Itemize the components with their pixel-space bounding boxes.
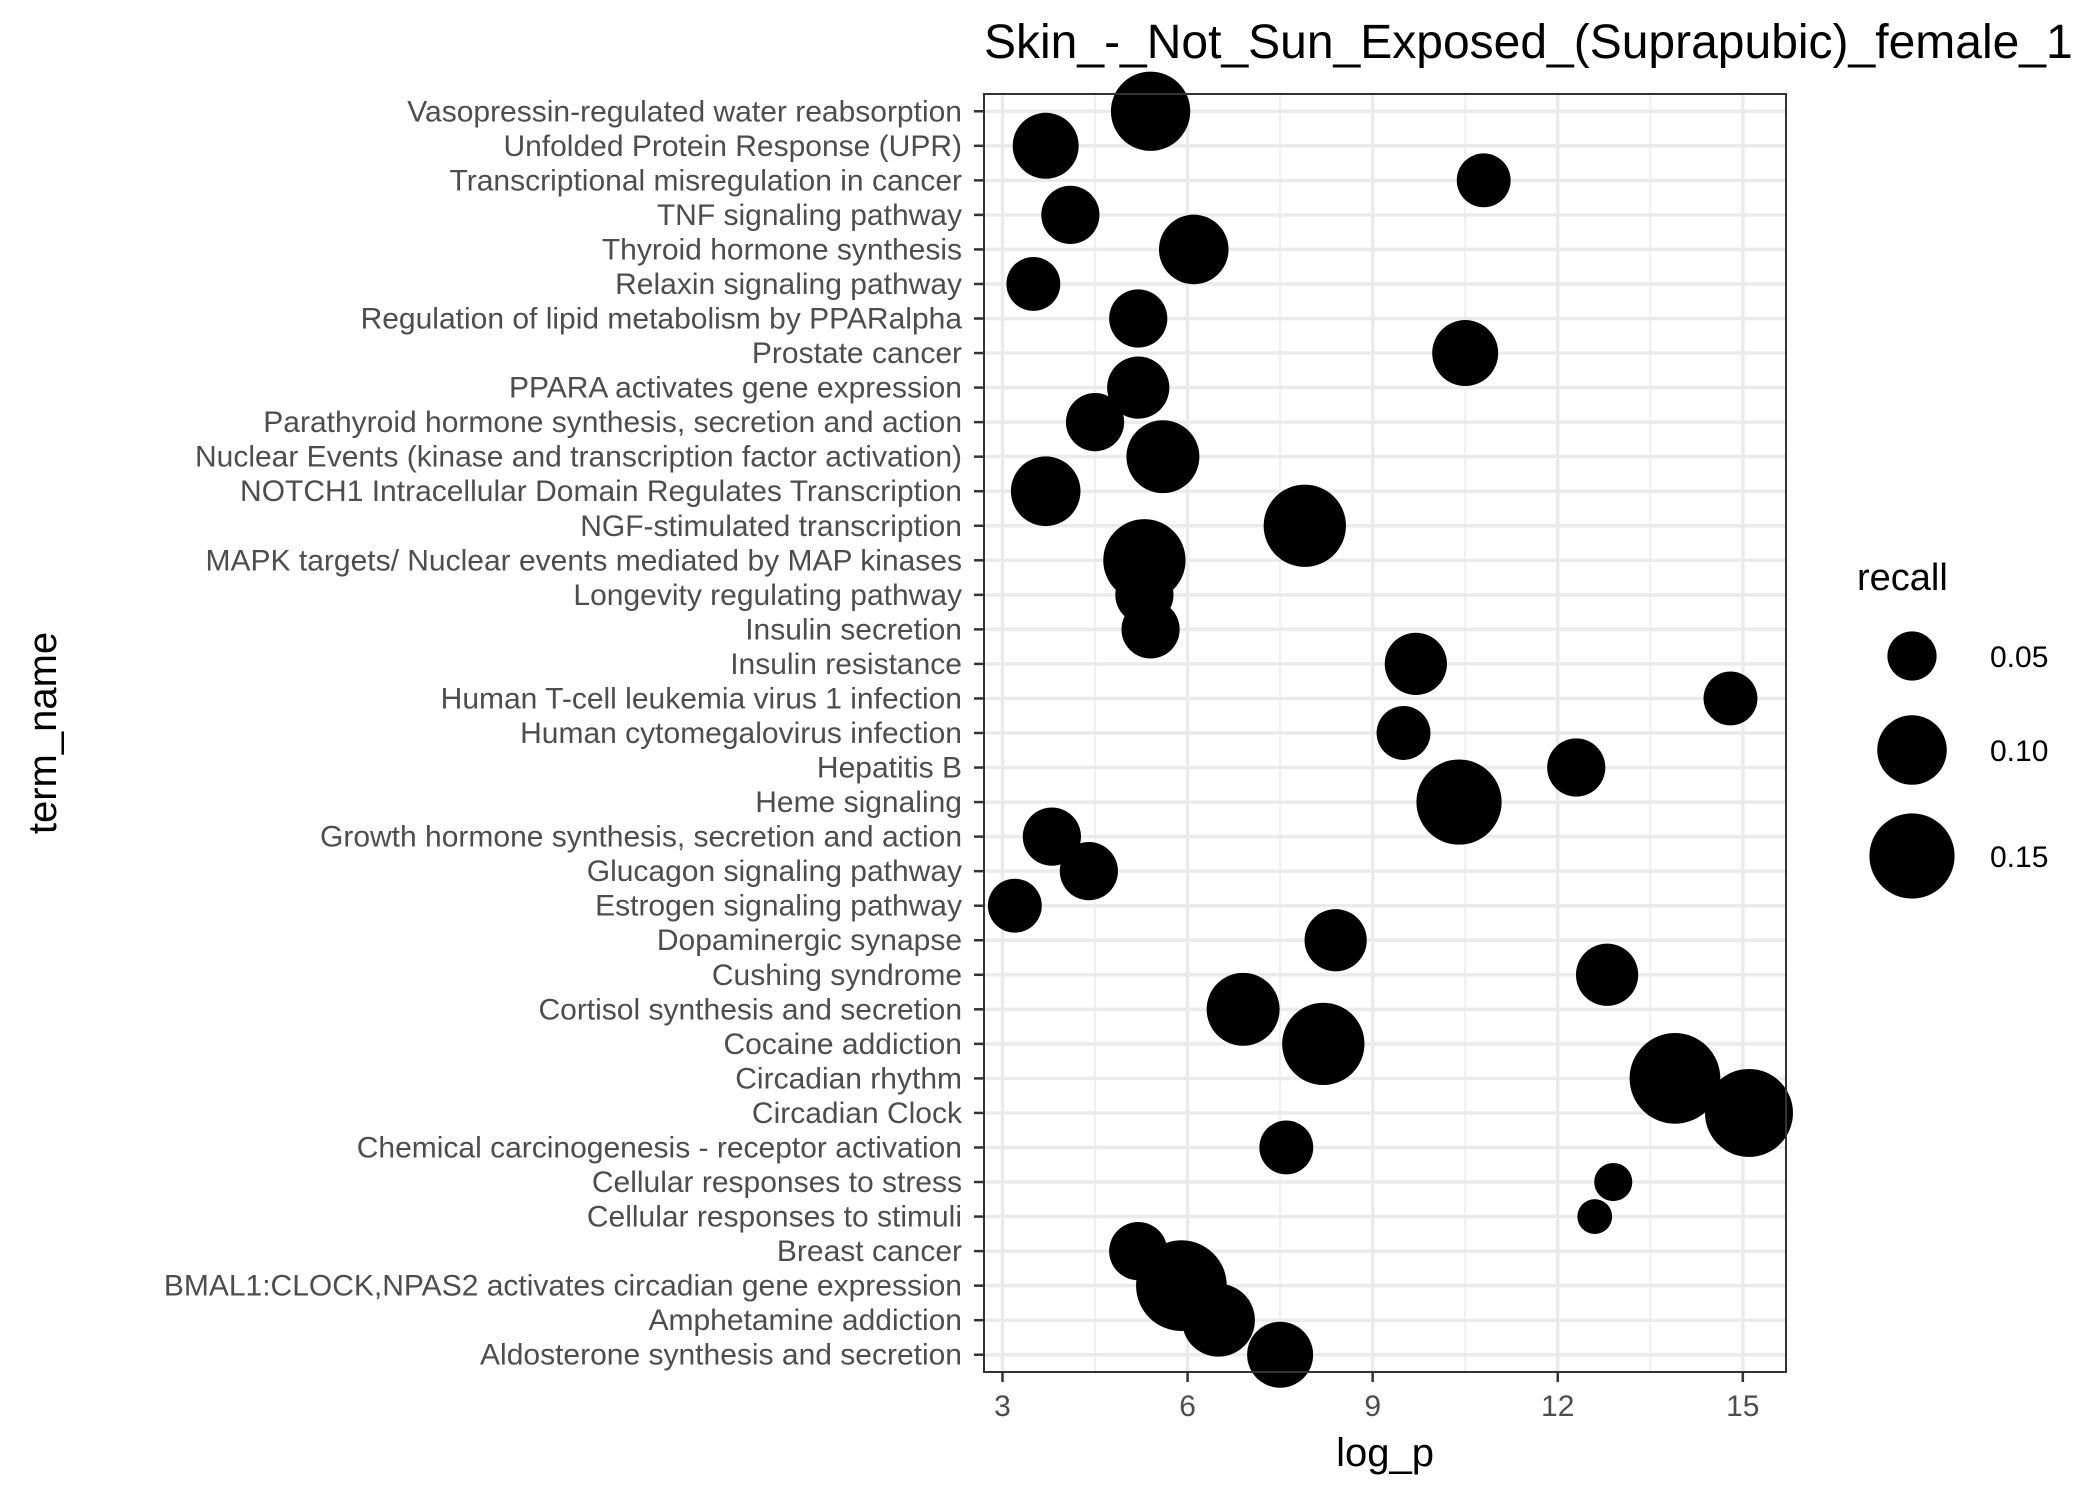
y-tick-label: Breast cancer <box>777 1235 962 1268</box>
y-tick-label: Growth hormone synthesis, secretion and … <box>320 821 962 854</box>
y-tick-label: Longevity regulating pathway <box>573 579 962 612</box>
y-tick-label: NGF-stimulated transcription <box>580 510 962 543</box>
data-point <box>1006 257 1061 311</box>
y-tick-label: Glucagon signaling pathway <box>587 855 962 888</box>
y-tick-label: PPARA activates gene expression <box>509 372 962 405</box>
data-point <box>1629 1033 1721 1124</box>
legend-key-circle <box>1887 631 1937 681</box>
grid-lines <box>984 94 1786 1372</box>
y-tick-label: Estrogen signaling pathway <box>595 890 962 923</box>
y-tick-label: Nuclear Events (kinase and transcription… <box>195 441 962 474</box>
data-point <box>1181 1283 1255 1357</box>
legend-label: 0.10 <box>1990 735 2048 768</box>
y-tick-label: Unfolded Protein Response (UPR) <box>503 130 962 163</box>
legend-key-circle <box>1869 813 1955 899</box>
data-point <box>1107 356 1170 419</box>
y-tick-label: Insulin secretion <box>745 613 962 646</box>
x-tick-label: 12 <box>1541 1390 1574 1423</box>
legend-title: recall <box>1857 557 1948 599</box>
x-tick-label: 15 <box>1726 1390 1759 1423</box>
y-tick-label: Cushing syndrome <box>712 959 962 992</box>
data-point <box>987 878 1042 933</box>
y-tick-label: Amphetamine addiction <box>648 1304 962 1337</box>
y-tick-label: NOTCH1 Intracellular Domain Regulates Tr… <box>240 475 962 508</box>
data-point <box>1577 1199 1613 1234</box>
data-point <box>1384 632 1447 696</box>
y-tick-label: Human cytomegalovirus infection <box>520 717 962 750</box>
data-point <box>1041 185 1100 244</box>
data-point <box>1432 320 1499 387</box>
y-tick-label: Circadian Clock <box>752 1097 963 1130</box>
data-point <box>1703 671 1758 726</box>
legend-key-circle <box>1877 715 1947 785</box>
data-point <box>1109 289 1168 348</box>
y-tick-label: TNF signaling pathway <box>657 199 962 232</box>
data-point <box>1594 1162 1633 1202</box>
data-point <box>1575 943 1639 1006</box>
y-tick-label: MAPK targets/ Nuclear events mediated by… <box>206 544 962 577</box>
y-tick-label: BMAL1:CLOCK,NPAS2 activates circadian ge… <box>164 1270 962 1303</box>
data-point <box>1376 706 1431 760</box>
data-point <box>1121 600 1180 659</box>
legend-label: 0.15 <box>1990 841 2048 874</box>
data-point <box>1022 807 1081 866</box>
x-tick-label: 3 <box>994 1390 1011 1423</box>
data-point <box>1282 1002 1365 1086</box>
data-point <box>1012 112 1079 179</box>
data-point <box>1126 420 1200 494</box>
y-tick-label: Vasopressin-regulated water reabsorption <box>407 95 962 128</box>
data-point <box>1206 972 1280 1046</box>
data-point <box>1110 71 1191 151</box>
data-point <box>1263 484 1346 567</box>
y-tick-label: Thyroid hormone synthesis <box>602 233 962 266</box>
y-tick-label: Parathyroid hormone synthesis, secretion… <box>263 406 962 439</box>
data-point <box>1416 759 1502 845</box>
y-tick-label: Dopaminergic synapse <box>657 924 962 957</box>
y-tick-label: Cellular responses to stress <box>592 1166 962 1199</box>
data-point <box>1304 909 1367 972</box>
data-point <box>1456 153 1511 208</box>
y-tick-label: Aldosterone synthesis and secretion <box>480 1339 962 1372</box>
x-axis-title: log_p <box>1336 1431 1434 1475</box>
data-point <box>1158 214 1229 285</box>
y-tick-label: Human T-cell leukemia virus 1 infection <box>441 682 962 715</box>
y-tick-label: Chemical carcinogenesis - receptor activ… <box>357 1131 962 1164</box>
data-point <box>1704 1068 1793 1157</box>
y-tick-label: Cocaine addiction <box>724 1028 963 1061</box>
y-tick-label: Prostate cancer <box>752 337 962 370</box>
y-tick-label: Insulin resistance <box>730 648 962 681</box>
data-point <box>1010 456 1081 527</box>
y-tick-label: Transcriptional misregulation in cancer <box>450 164 962 197</box>
y-tick-label: Heme signaling <box>755 786 962 819</box>
y-tick-label: Hepatitis B <box>817 752 962 785</box>
legend: recall 0.05 0.10 0.15 <box>1857 557 2048 899</box>
y-tick-label: Relaxin signaling pathway <box>615 268 962 301</box>
y-tick-label: Cellular responses to stimuli <box>587 1201 962 1234</box>
chart-title: Skin_-_Not_Sun_Exposed_(Suprapubic)_fema… <box>984 16 2073 69</box>
data-point <box>1247 1321 1314 1388</box>
data-point <box>1059 842 1118 901</box>
y-axis: Vasopressin-regulated water reabsorption… <box>164 95 984 1372</box>
y-tick-label: Regulation of lipid metabolism by PPARal… <box>361 303 963 336</box>
y-tick-label: Circadian rhythm <box>735 1062 962 1095</box>
x-axis: 3 6 9 12 15 <box>994 1372 1760 1423</box>
x-tick-label: 6 <box>1179 1390 1196 1423</box>
data-point <box>1259 1120 1314 1175</box>
y-tick-label: Cortisol synthesis and secretion <box>538 993 962 1026</box>
data-points <box>987 71 1793 1388</box>
data-point <box>1547 738 1606 797</box>
data-point <box>1065 393 1125 452</box>
legend-label: 0.05 <box>1990 641 2048 674</box>
y-axis-title: term_name <box>21 632 65 834</box>
x-tick-label: 9 <box>1364 1390 1381 1423</box>
